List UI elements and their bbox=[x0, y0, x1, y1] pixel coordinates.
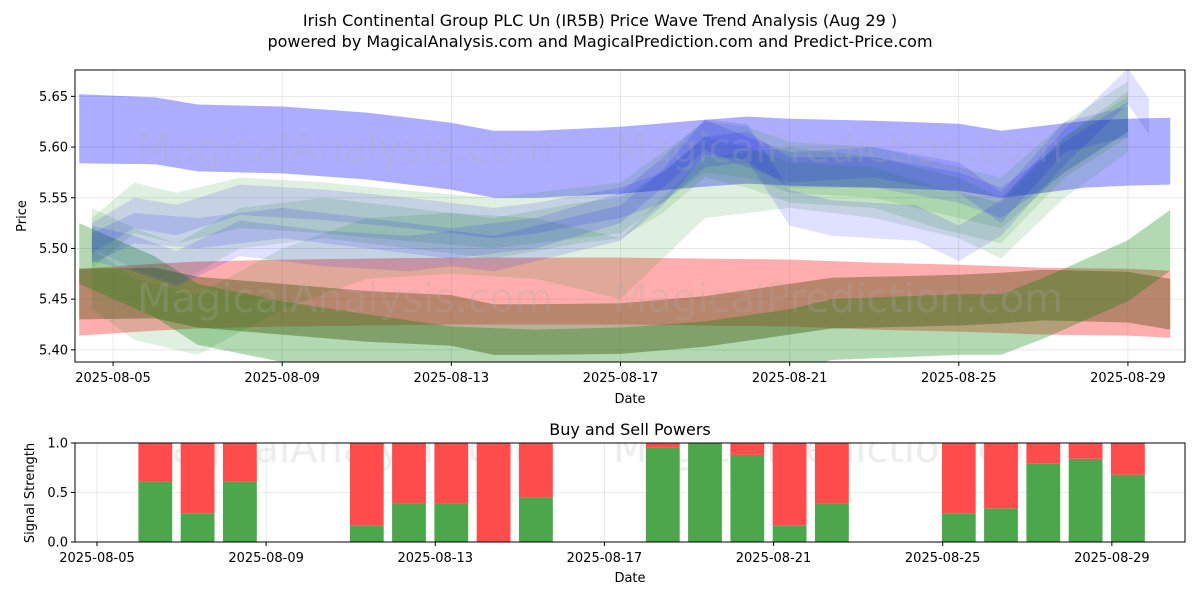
chart-subtitle: powered by MagicalAnalysis.com and Magic… bbox=[267, 32, 932, 51]
price-plot-frame bbox=[74, 69, 1186, 363]
price-band-3 bbox=[79, 209, 1171, 362]
buy-bar bbox=[645, 447, 680, 542]
buy-bar bbox=[1111, 474, 1145, 542]
price-xtick-label: 2025-08-29 bbox=[1090, 371, 1166, 386]
sell-bar bbox=[180, 443, 215, 514]
price-xtick-label: 2025-08-05 bbox=[75, 371, 151, 386]
buy-bar bbox=[941, 513, 976, 542]
price-ytick-label: 5.60 bbox=[39, 141, 68, 156]
price-ytick-label: 5.65 bbox=[39, 90, 68, 105]
power-xtick-label: 2025-08-09 bbox=[228, 551, 304, 566]
buy-bar bbox=[519, 497, 553, 542]
price-chart: MagicalAnalysis.com MagicalPrediction.co… bbox=[15, 69, 1186, 407]
sell-bar bbox=[1068, 443, 1103, 459]
buy-bar bbox=[984, 508, 1018, 542]
sell-bar bbox=[1111, 443, 1145, 475]
price-ytick-label: 5.55 bbox=[39, 191, 68, 206]
buy-bar bbox=[180, 513, 215, 542]
sell-bar bbox=[772, 443, 807, 526]
price-xtick-label: 2025-08-25 bbox=[921, 371, 997, 386]
price-xtick-label: 2025-08-13 bbox=[414, 371, 490, 386]
price-xtick-label: 2025-08-21 bbox=[752, 371, 828, 386]
power-chart-title: Buy and Sell Powers bbox=[549, 420, 711, 439]
buy-bar bbox=[138, 481, 173, 542]
power-ytick-label: 1.0 bbox=[47, 437, 68, 452]
power-xtick-label: 2025-08-17 bbox=[567, 551, 643, 566]
price-bands bbox=[79, 70, 1171, 362]
price-band-7 bbox=[91, 101, 1128, 254]
buy-bar bbox=[1026, 463, 1061, 542]
price-band-6 bbox=[91, 91, 1128, 355]
price-xtick-label: 2025-08-17 bbox=[583, 371, 659, 386]
power-xtick-label: 2025-08-05 bbox=[59, 551, 135, 566]
buy-bar bbox=[815, 503, 849, 542]
watermark-prediction-top: MagicalPrediction.com bbox=[613, 126, 1063, 172]
watermark-analysis-mid: MagicalAnalysis.com bbox=[137, 276, 553, 322]
sell-bar bbox=[730, 443, 765, 455]
price-ytick-label: 5.50 bbox=[39, 242, 68, 257]
price-plot-area bbox=[75, 70, 1185, 362]
watermark-prediction-mid: MagicalPrediction.com bbox=[613, 276, 1063, 322]
price-y-label: Price bbox=[15, 200, 30, 232]
sell-bar bbox=[1026, 443, 1061, 464]
buy-bar bbox=[772, 525, 807, 542]
sell-bar bbox=[815, 443, 849, 504]
sell-bar bbox=[392, 443, 426, 504]
buy-bar bbox=[730, 454, 765, 542]
sell-bar bbox=[519, 443, 553, 498]
power-x-label: Date bbox=[614, 571, 645, 586]
buy-bar bbox=[688, 443, 722, 542]
power-y-label: Signal Strength bbox=[23, 443, 38, 543]
buy-bar bbox=[434, 503, 469, 542]
price-ytick-label: 5.45 bbox=[39, 293, 68, 308]
buy-bar bbox=[392, 503, 426, 542]
sell-bar bbox=[645, 443, 680, 448]
power-bars bbox=[138, 443, 1145, 542]
price-x-label: Date bbox=[614, 392, 645, 407]
price-axes-ticks: 5.40 5.45 5.50 5.55 5.60 5.65 2025-08-05 2025-0… bbox=[39, 90, 1166, 386]
price-band-0 bbox=[79, 94, 1171, 198]
power-xtick-label: 2025-08-21 bbox=[736, 551, 812, 566]
sell-bar bbox=[476, 443, 511, 542]
power-axes-ticks: 0.0 0.5 1.0 2025-08-05 2025-08-09 2025-08-13 2… bbox=[47, 437, 1149, 567]
price-band-9 bbox=[91, 106, 1128, 264]
sell-bar bbox=[138, 443, 173, 482]
price-band-8 bbox=[91, 70, 1150, 287]
power-xtick-label: 2025-08-29 bbox=[1074, 551, 1150, 566]
power-xtick-label: 2025-08-25 bbox=[905, 551, 981, 566]
price-ytick-label: 5.40 bbox=[39, 343, 68, 358]
power-chart: Buy and Sell Powers MagicalAnalysis.com … bbox=[23, 420, 1186, 586]
sell-bar bbox=[984, 443, 1018, 509]
watermark-analysis-top: MagicalAnalysis.com bbox=[137, 126, 553, 172]
price-band-4 bbox=[91, 81, 1128, 269]
sell-bar bbox=[434, 443, 469, 504]
sell-bar bbox=[941, 443, 976, 514]
chart-title: Irish Continental Group PLC Un (IR5B) Pr… bbox=[303, 11, 897, 30]
buy-bar bbox=[1068, 458, 1103, 542]
price-xtick-label: 2025-08-09 bbox=[244, 371, 320, 386]
buy-bar bbox=[349, 525, 384, 542]
price-band-1 bbox=[79, 257, 1171, 338]
price-grid bbox=[75, 70, 1185, 362]
power-ytick-label: 0.5 bbox=[47, 486, 68, 501]
buy-bar bbox=[223, 481, 257, 542]
sell-bar bbox=[349, 443, 384, 526]
power-ytick-label: 0.0 bbox=[47, 536, 68, 551]
price-band-5 bbox=[91, 96, 1128, 284]
power-xtick-label: 2025-08-13 bbox=[397, 551, 473, 566]
sell-bar bbox=[223, 443, 257, 482]
price-band-2 bbox=[79, 267, 1171, 355]
